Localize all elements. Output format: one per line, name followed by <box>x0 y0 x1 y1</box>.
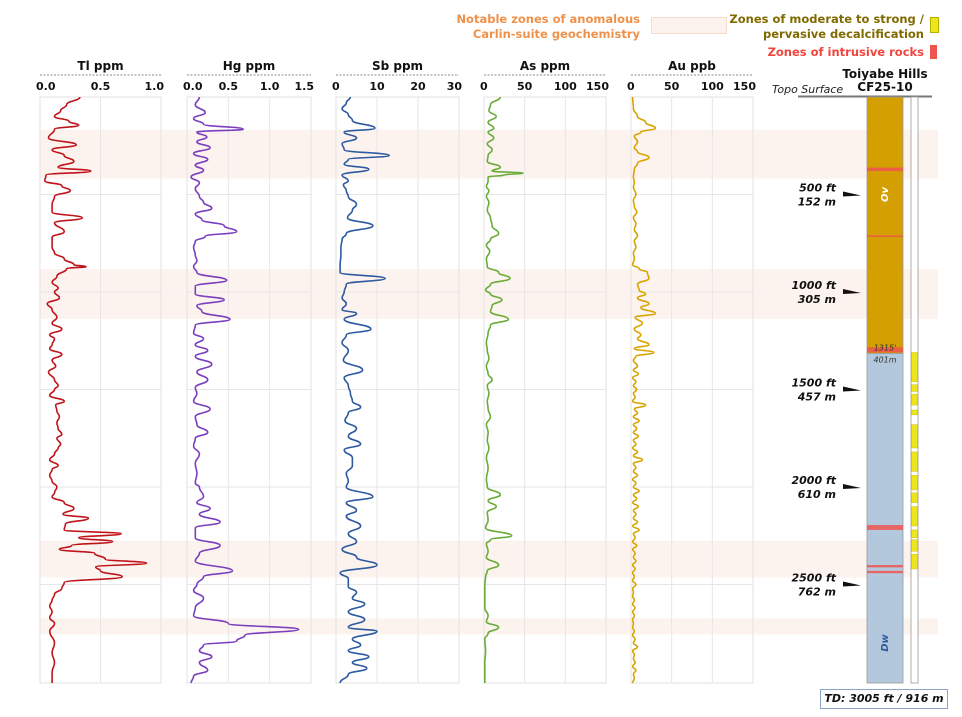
well-title: Toiyabe Hills <box>842 67 927 81</box>
legend-intrusive-label: Zones of intrusive rocks <box>700 45 924 60</box>
profile-line <box>44 96 148 683</box>
x-tick-label: 100 <box>701 80 724 93</box>
depth-arrow-icon <box>843 386 861 392</box>
anomalous-zone-band <box>40 269 938 319</box>
x-tick-label: 0.5 <box>219 80 239 93</box>
track-as: As ppm 0 50 100 150 <box>480 59 609 684</box>
track-tl: Tl ppm 0.0 0.5 1.0 <box>36 59 165 684</box>
x-tick-label: 50 <box>517 80 533 93</box>
depth-label-m: 152 m <box>798 196 836 209</box>
unit-dw <box>866 353 904 684</box>
decalc-zone <box>911 424 918 449</box>
x-tick-label: 10 <box>369 80 385 93</box>
depth-arrow-icon <box>843 484 861 490</box>
element-tracks: Tl ppm 0.0 0.5 1.0 Hg ppm 0.0 0.5 1.0 1.5 Sb ppm 0… <box>36 59 756 684</box>
depth-label-ft: 2500 ft <box>792 572 837 585</box>
x-tick-label: 0 <box>332 80 340 93</box>
legend-anomalous-line-2: Carlin-suite geochemistry <box>472 27 640 41</box>
x-tick-label: 50 <box>664 80 680 93</box>
x-tick-label: 150 <box>586 80 609 93</box>
decalc-zone <box>911 492 918 503</box>
decalc-zone <box>911 475 918 491</box>
x-tick-label: 0.0 <box>183 80 203 93</box>
legend-decalc-swatch <box>930 17 939 33</box>
decalc-zone <box>911 529 918 538</box>
legend-decalc-label: Zones of moderate to strong / pervasive … <box>700 12 924 42</box>
legend-intrusive-swatch <box>930 45 937 59</box>
track-title: Sb ppm <box>372 59 423 73</box>
track-hg: Hg ppm 0.0 0.5 1.0 1.5 <box>183 59 315 684</box>
track-sb: Sb ppm 0 10 20 30 <box>332 59 463 684</box>
depth-arrow-icon <box>843 289 861 295</box>
intrusive-zone <box>867 525 903 530</box>
depth-arrow-icon <box>843 191 861 197</box>
x-tick-label: 0 <box>480 80 488 93</box>
depth-label-ft: 2000 ft <box>792 474 837 487</box>
track-title: Hg ppm <box>223 59 276 73</box>
track-au: Au ppb 0 50 100 150 <box>627 59 756 684</box>
depth-label-ft: 1000 ft <box>792 279 837 292</box>
legend-anomalous-label: Notable zones of anomalous Carlin-suite … <box>440 12 640 42</box>
depth-label-ft: 1500 ft <box>792 377 837 390</box>
unit-ov <box>866 96 904 354</box>
x-tick-label: 1.5 <box>295 80 315 93</box>
profile-line <box>483 96 524 683</box>
legend-intrusive-line: Zones of intrusive rocks <box>767 45 924 59</box>
unit-label: Ov <box>880 187 891 203</box>
decalc-zone <box>911 506 918 527</box>
legend-anomalous-line-1: Notable zones of anomalous <box>456 12 640 26</box>
profile-line <box>631 96 657 684</box>
profile-line <box>339 96 391 684</box>
x-tick-label: 1.0 <box>145 80 165 93</box>
unit-label: Dw <box>880 633 891 651</box>
decalc-zone <box>911 451 918 472</box>
x-tick-label: 100 <box>554 80 577 93</box>
topo-surface-label: Topo Surface <box>772 83 843 96</box>
anomalous-zone-bands <box>40 129 938 635</box>
intrusive-zone <box>867 347 903 353</box>
contact-depth-ft: 1315' <box>874 343 897 352</box>
decalc-zone <box>911 554 918 570</box>
decalc-zone <box>911 352 918 382</box>
decalc-zone <box>911 384 918 392</box>
depth-arrow-icon <box>843 581 861 587</box>
track-title: As ppm <box>520 59 570 73</box>
intrusive-zone <box>867 235 903 237</box>
contact-depth-m: 401m <box>873 355 896 364</box>
profile-line <box>190 96 300 684</box>
total-depth-box: TD: 3005 ft / 916 m <box>820 689 948 709</box>
track-title: Tl ppm <box>77 59 123 73</box>
decalc-zone <box>911 409 918 416</box>
x-tick-label: 1.0 <box>260 80 280 93</box>
track-title: Au ppb <box>668 59 716 73</box>
x-tick-label: 150 <box>733 80 756 93</box>
x-tick-label: 0.0 <box>36 80 56 93</box>
anomalous-zone-band <box>40 618 938 635</box>
intrusive-zone <box>867 565 903 568</box>
legend-decalc-line-2: pervasive decalcification <box>763 27 924 41</box>
legend-decalc-line-1: Zones of moderate to strong / <box>729 12 924 26</box>
depth-label-m: 610 m <box>798 488 836 501</box>
decalc-zone <box>911 394 918 406</box>
depth-label-m: 762 m <box>798 586 836 599</box>
x-tick-label: 30 <box>447 80 463 93</box>
depth-label-m: 305 m <box>798 293 836 306</box>
depth-label-ft: 500 ft <box>799 182 837 195</box>
depth-label-m: 457 m <box>797 391 836 404</box>
legend-anomalous-swatch <box>651 17 727 34</box>
x-tick-label: 0 <box>627 80 635 93</box>
intrusive-zone <box>867 167 903 172</box>
x-tick-label: 20 <box>410 80 426 93</box>
well-id: CF25-10 <box>857 80 912 94</box>
x-tick-label: 0.5 <box>91 80 111 93</box>
intrusive-zone <box>867 570 903 574</box>
decalc-zone <box>911 539 918 552</box>
